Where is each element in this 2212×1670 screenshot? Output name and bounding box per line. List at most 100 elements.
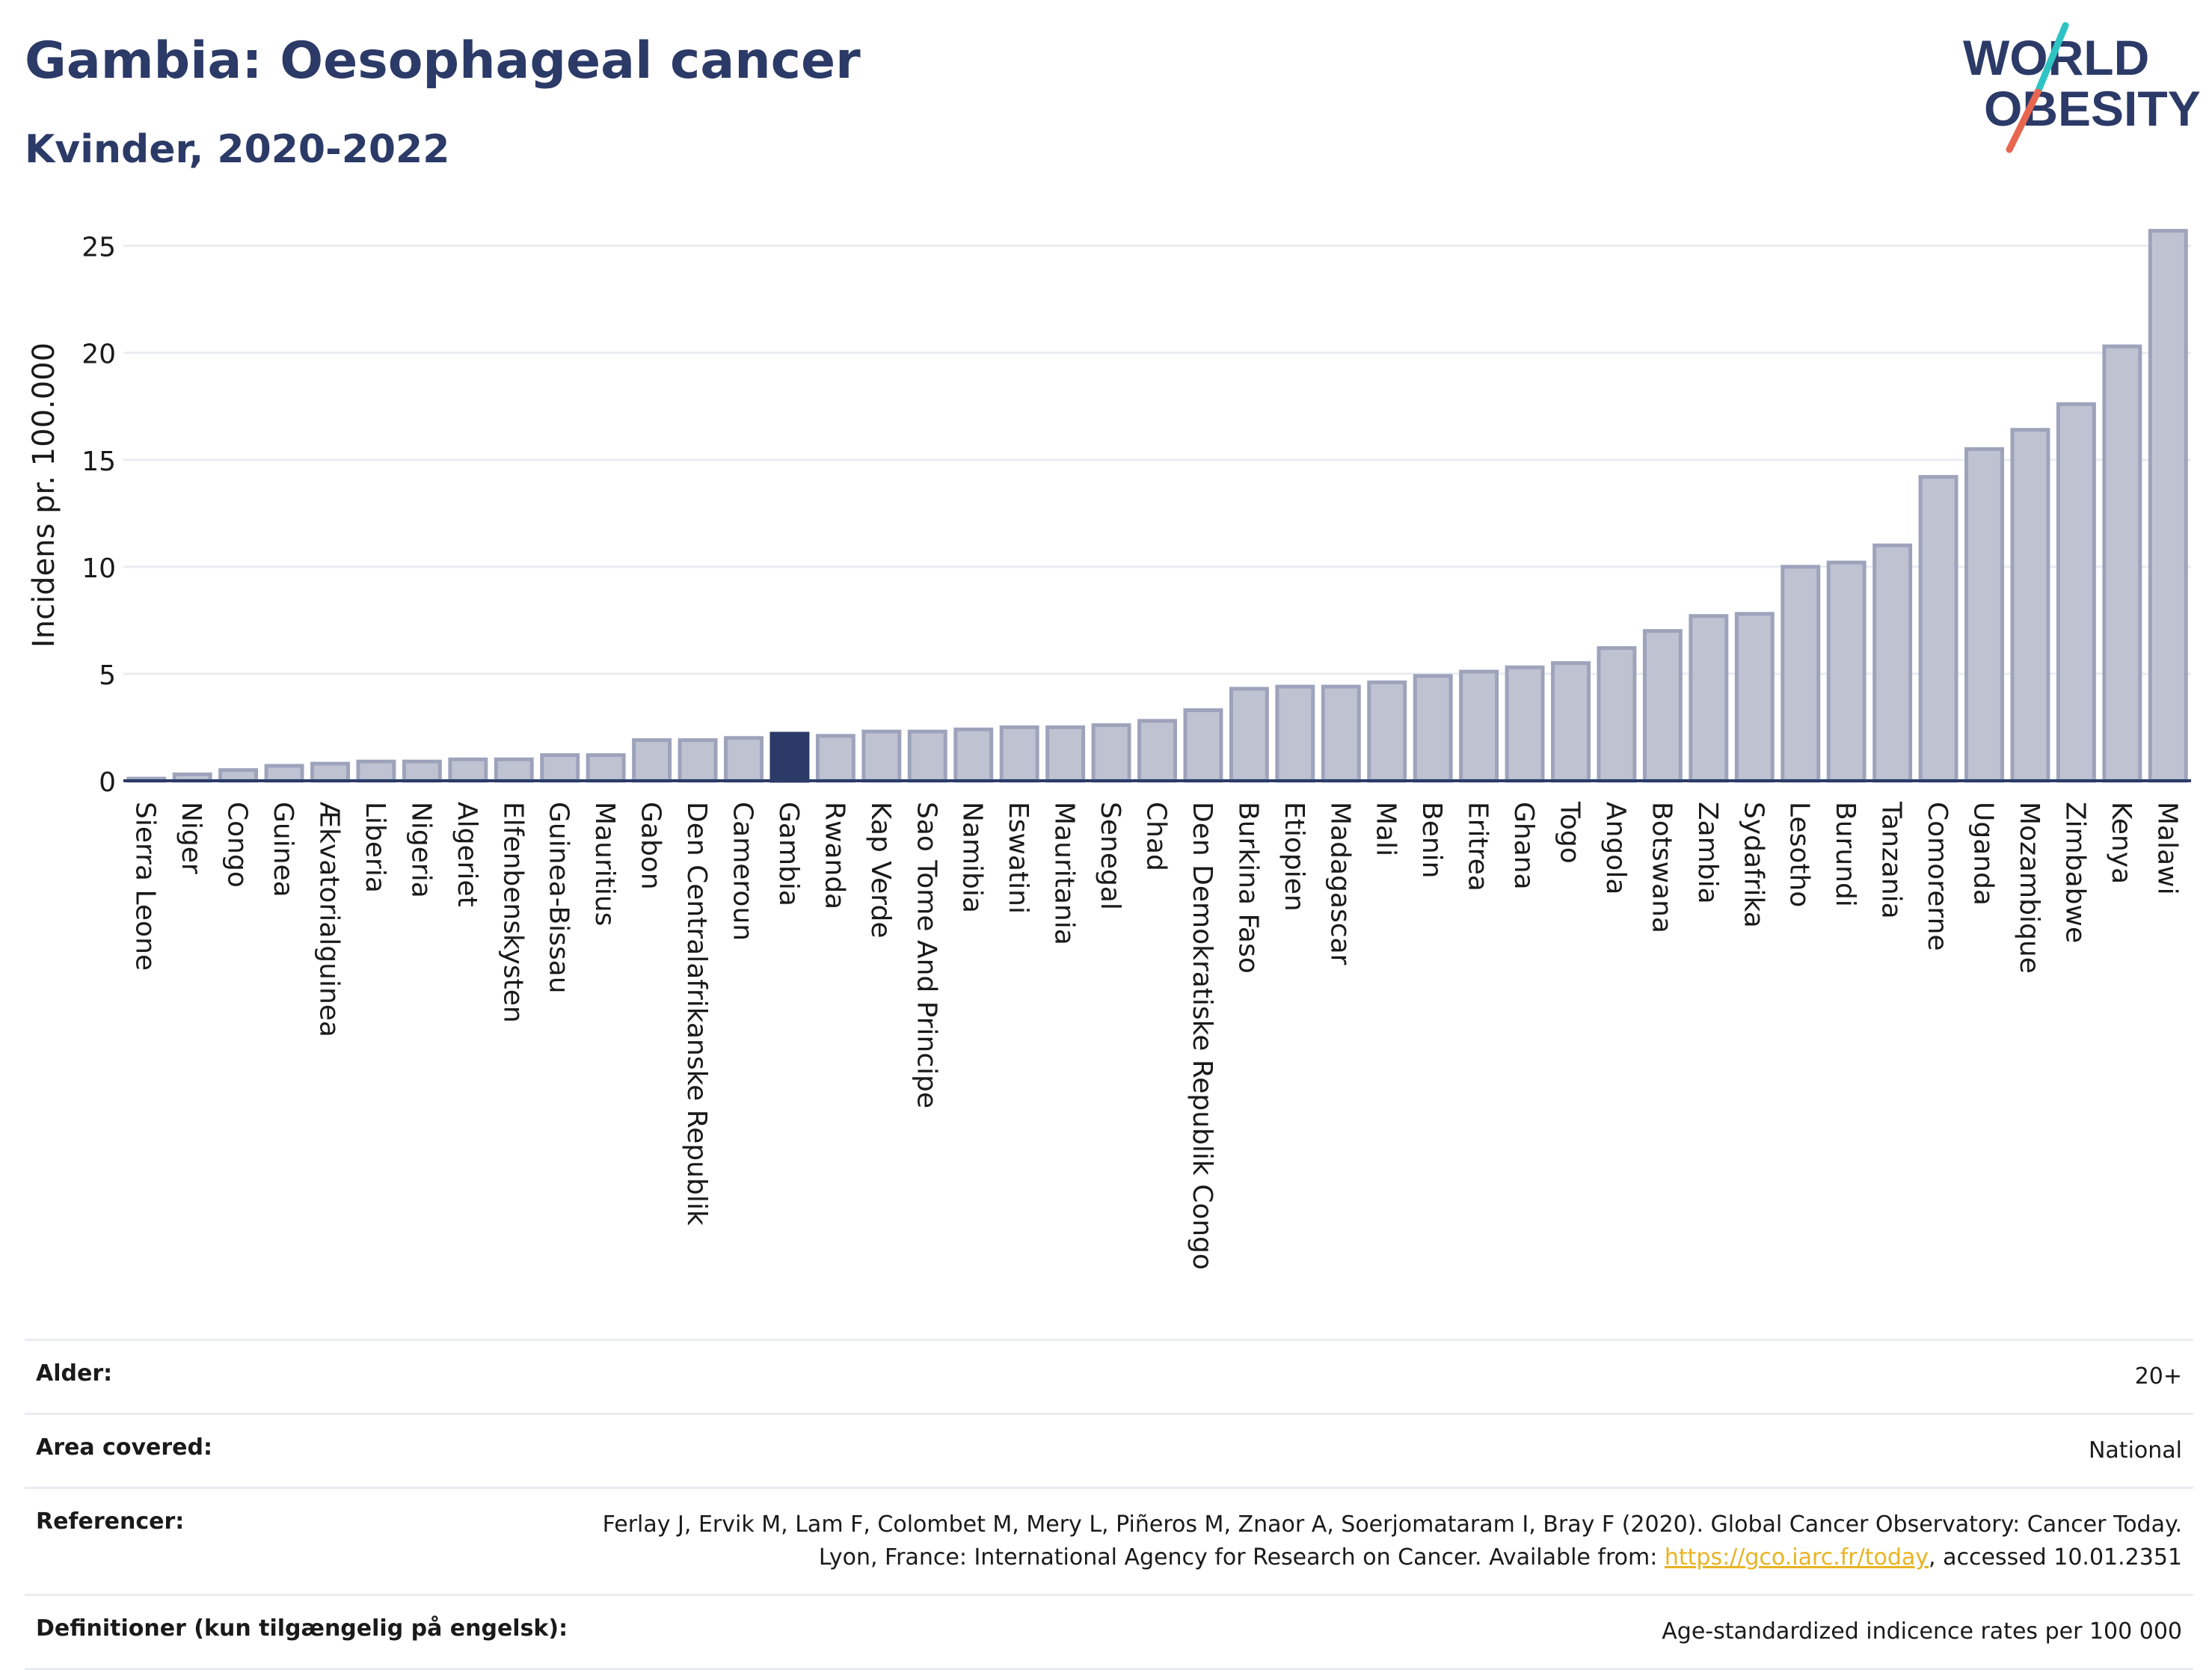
info-row-definitioner: Definitioner (kun tilgængelig på engelsk…	[25, 1594, 2193, 1670]
bar	[1826, 560, 1867, 783]
x-tick-label: Elfenbenskysten	[497, 802, 528, 1023]
x-tick-label: Sao Tome And Principe	[911, 802, 941, 1108]
x-tick-label: Sierra Leone	[130, 802, 161, 971]
y-tick-label: 20	[82, 340, 116, 370]
bar	[402, 759, 442, 783]
x-tick-label: Rwanda	[819, 802, 850, 909]
reference-accessed: , accessed 10.01.2351	[1929, 1544, 2182, 1571]
x-tick-label: Zambia	[1692, 802, 1723, 904]
reference-text: Ferlay J, Ervik M, Lam F, Colombet M, Me…	[602, 1511, 2182, 1571]
bar	[1413, 674, 1453, 783]
bar	[2148, 229, 2188, 783]
y-tick-label: 5	[99, 660, 116, 691]
x-tick-label: Liberia	[360, 802, 390, 893]
x-tick-label: Sydafrika	[1738, 802, 1769, 928]
bar	[632, 738, 672, 783]
bar	[1734, 612, 1775, 783]
x-tick-label: Burundi	[1830, 802, 1861, 907]
x-tick-label: Ghana	[1508, 802, 1539, 890]
x-tick-label: Lesotho	[1784, 802, 1815, 907]
bar	[861, 729, 902, 783]
page-title: Gambia: Oesophageal cancer	[25, 31, 861, 90]
bar	[494, 757, 534, 783]
x-tick-label: Zimbabwe	[2059, 802, 2090, 943]
bars	[126, 229, 2188, 783]
x-tick-label: Kenya	[2106, 802, 2136, 884]
bar	[999, 725, 1039, 783]
bar	[1275, 684, 1315, 783]
x-tick-label: Comorerne	[1922, 802, 1953, 951]
x-tick-label: Algeriet	[452, 802, 482, 907]
bar	[586, 753, 626, 783]
x-tick-label: Niger	[176, 802, 206, 874]
bar	[356, 759, 396, 783]
x-tick-label: Ækvatorialguinea	[314, 802, 345, 1037]
x-tick-label: Congo	[222, 802, 253, 888]
info-label: Area covered:	[36, 1434, 212, 1461]
y-tick-label: 15	[82, 446, 116, 477]
bar	[448, 757, 488, 783]
x-tick-label: Chad	[1141, 802, 1172, 871]
x-tick-label: Gambia	[773, 802, 804, 906]
x-tick-label: Eswatini	[1003, 802, 1033, 914]
bar	[310, 761, 350, 783]
x-tick-label: Mozambique	[2014, 802, 2044, 974]
info-row-area: Area covered: National	[25, 1413, 2193, 1487]
x-tick-label: Etiopien	[1279, 802, 1309, 912]
bar	[1872, 543, 1913, 783]
x-tick-label: Gabon	[636, 802, 666, 890]
x-tick-label: Angola	[1600, 802, 1631, 894]
reference-link[interactable]: https://gco.iarc.fr/today	[1664, 1544, 1929, 1571]
x-tick-label: Botswana	[1646, 802, 1677, 933]
x-tick-label: Cameroun	[728, 802, 758, 941]
logo-slash-teal	[2034, 22, 2069, 96]
bar	[1597, 646, 1637, 783]
x-tick-label: Malawi	[2151, 802, 2182, 895]
bar	[1459, 669, 1499, 783]
y-axis-label: Incidens pr. 100.000	[27, 343, 61, 648]
info-value: Ferlay J, Ervik M, Lam F, Colombet M, Me…	[537, 1508, 2182, 1574]
x-tick-label: Mauritius	[589, 802, 620, 926]
bar	[1642, 629, 1683, 783]
bar	[2102, 344, 2142, 783]
y-tick-label: 25	[82, 233, 116, 263]
y-tick-label: 0	[99, 767, 116, 798]
bar	[1229, 687, 1269, 783]
bar	[907, 729, 947, 783]
info-label: Referencer:	[36, 1508, 185, 1535]
info-value: Age-standardized indicence rates per 100…	[1662, 1618, 2182, 1645]
x-tick-label: Guinea-Bissau	[544, 802, 574, 994]
x-tick-label: Eritrea	[1463, 802, 1493, 891]
x-tick-label: Guinea	[268, 802, 298, 897]
x-tick-label: Tanzania	[1876, 801, 1907, 919]
bar	[218, 768, 259, 783]
bar	[953, 727, 994, 783]
info-label: Definitioner (kun tilgængelig på engelsk…	[36, 1615, 568, 1642]
info-row-alder: Alder: 20+	[25, 1339, 2193, 1413]
info-value: National	[2088, 1437, 2182, 1464]
x-tick-label: Madagascar	[1324, 802, 1355, 966]
bar	[1918, 475, 1958, 783]
info-table: Alder: 20+ Area covered: National Refere…	[25, 1339, 2193, 1670]
x-tick-label: Burkina Faso	[1232, 802, 1263, 974]
x-tick-label: Togo	[1555, 801, 1585, 864]
bar	[769, 731, 810, 783]
info-row-referencer: Referencer: Ferlay J, Ervik M, Lam F, Co…	[25, 1487, 2193, 1594]
bar	[1505, 665, 1545, 783]
bar	[1321, 684, 1361, 783]
bar	[1045, 725, 1086, 783]
x-tick-label: Mali	[1371, 802, 1401, 856]
x-tick-label: Uganda	[1968, 802, 1999, 906]
bar	[540, 753, 580, 783]
y-tick-labels: 0 5 10 15 20 25	[82, 233, 116, 798]
x-tick-label: Namibia	[957, 802, 988, 913]
world-obesity-logo: WORLD OBESITY	[1963, 22, 2201, 153]
x-tick-label: Benin	[1416, 802, 1447, 878]
bar	[2056, 402, 2096, 783]
bar	[724, 736, 764, 783]
bar	[1091, 723, 1131, 783]
bar	[2010, 428, 2050, 783]
x-tick-label: Mauritania	[1049, 802, 1080, 945]
info-value: 20+	[2134, 1363, 2182, 1390]
x-tick-labels: Sierra Leone Niger Congo Guinea Ækvatorialgu…	[130, 801, 2183, 1270]
